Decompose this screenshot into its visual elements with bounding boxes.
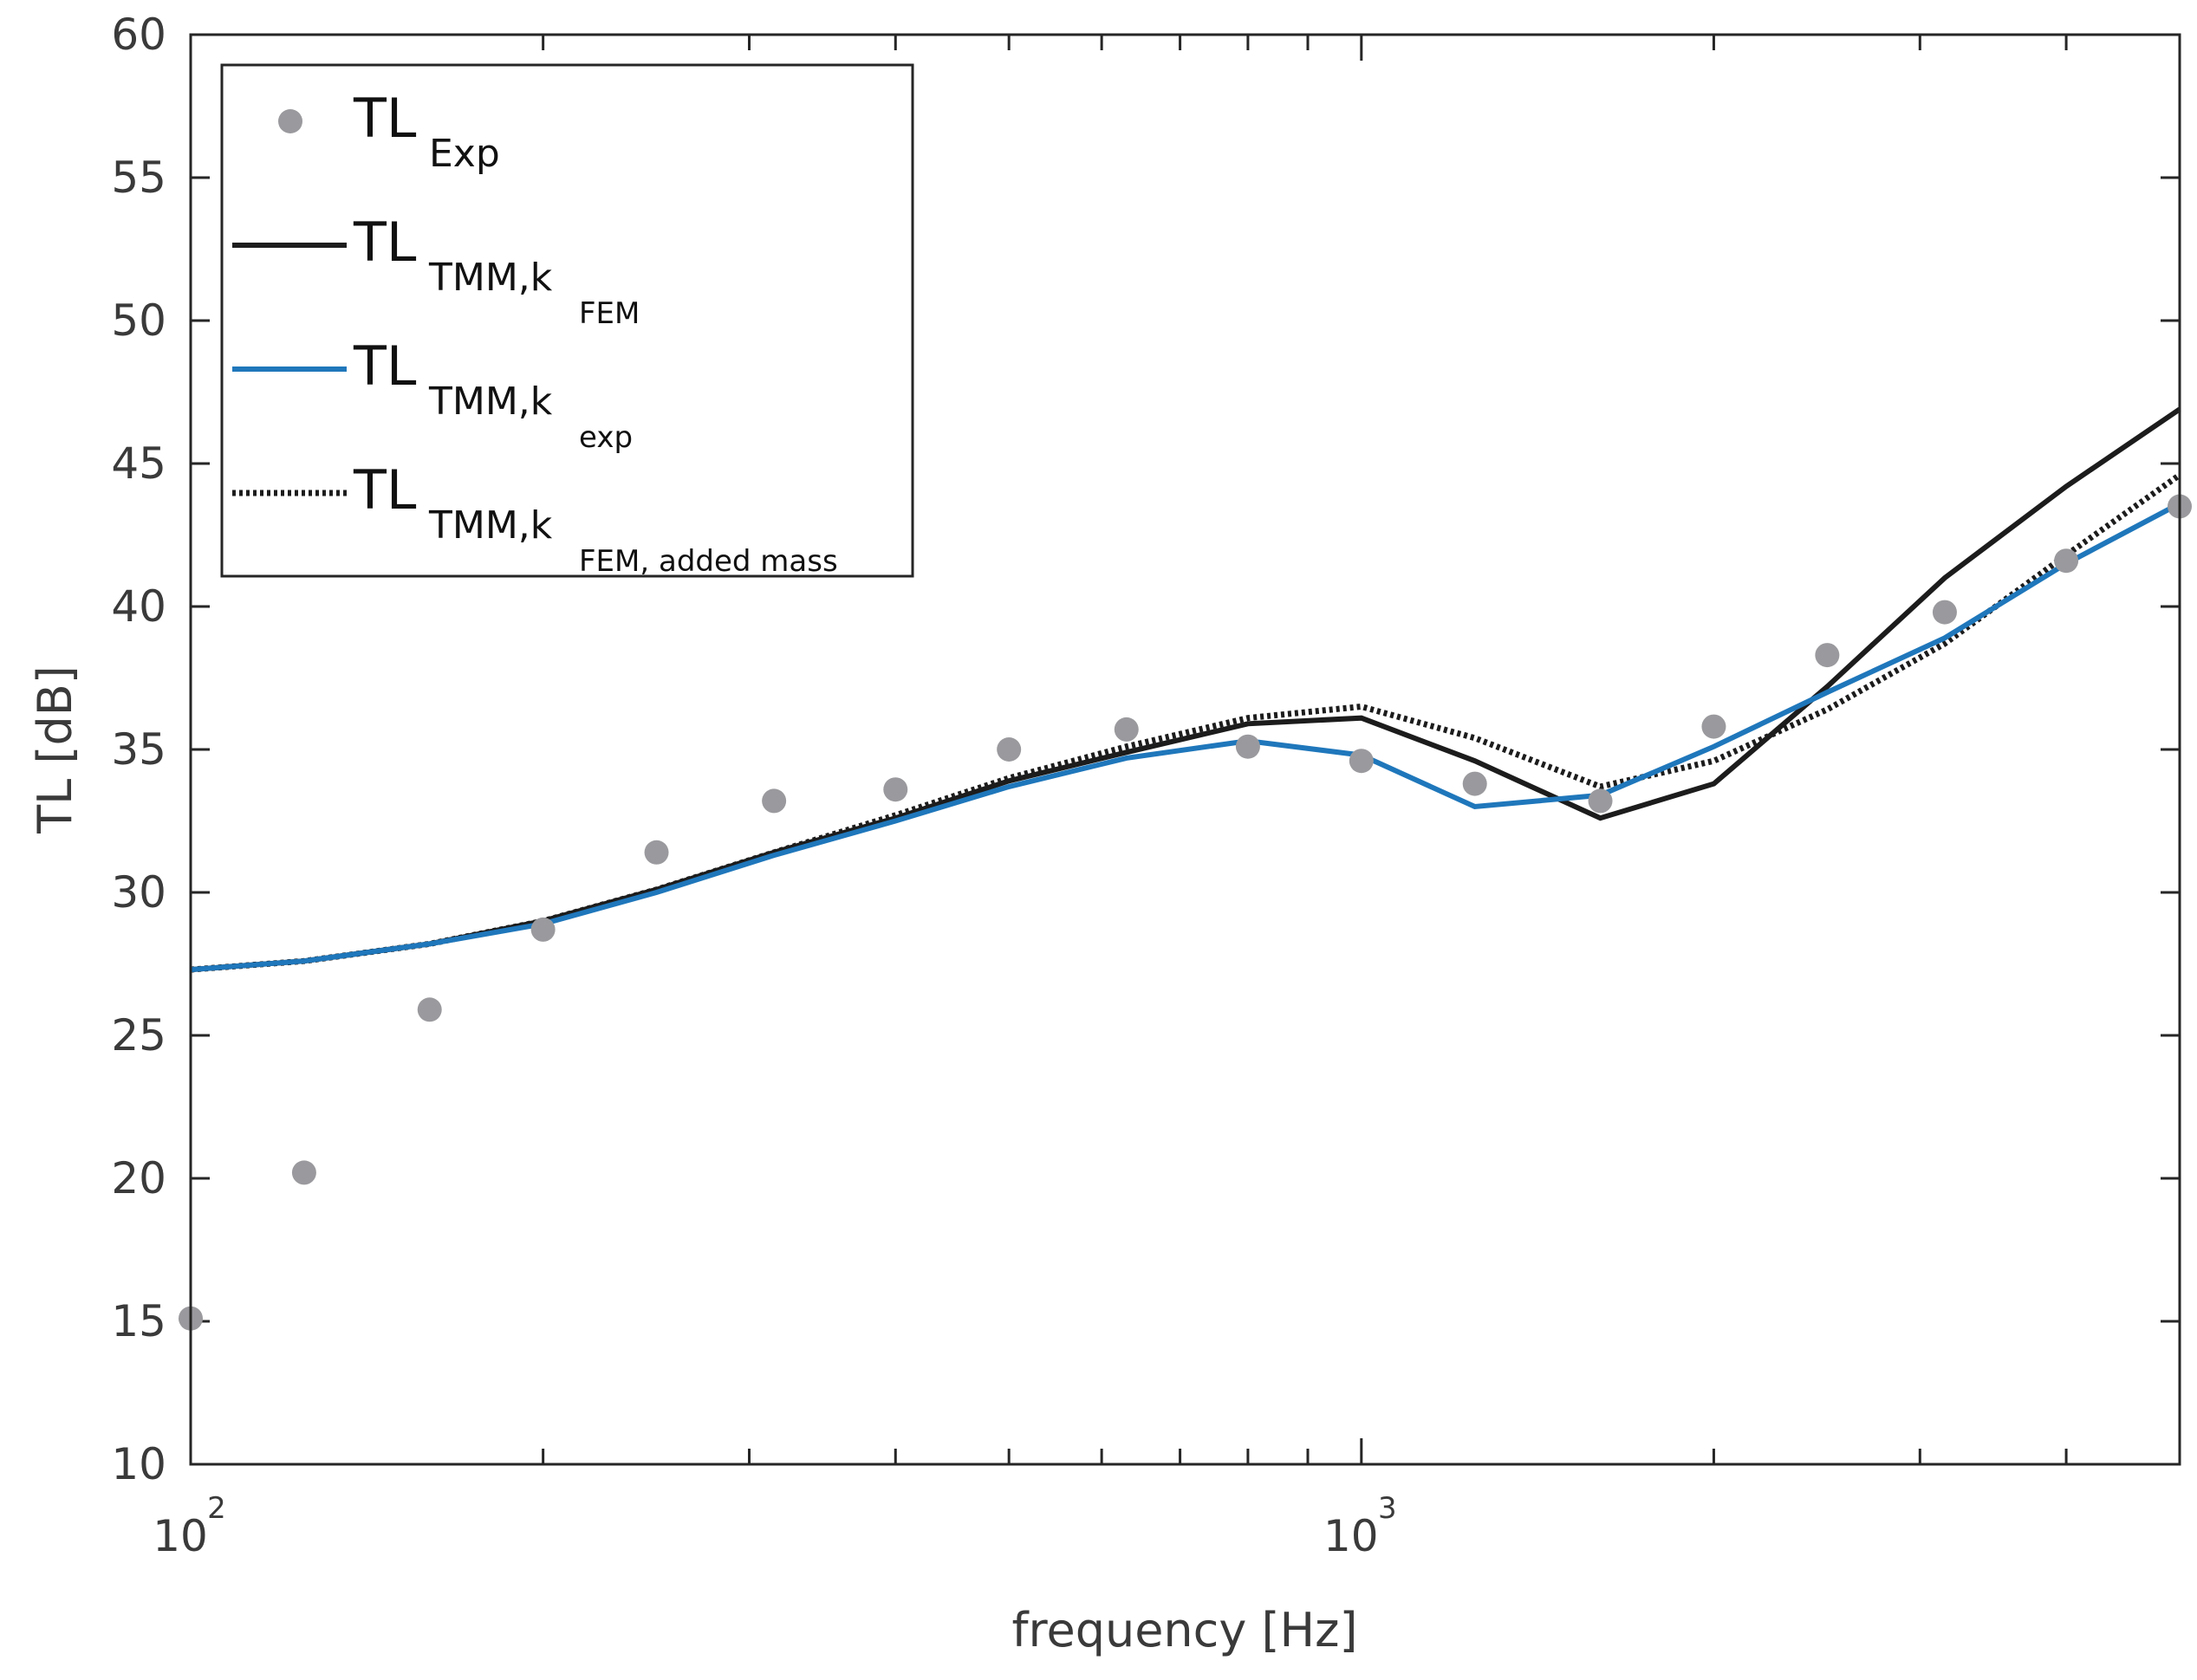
x-tick-exponent: 2 — [207, 1491, 226, 1526]
marker-tl-exp — [291, 1160, 316, 1185]
x-tick-label: 10 — [1323, 1511, 1379, 1561]
marker-tl-exp — [997, 737, 1022, 762]
legend-sub-subscript: FEM — [579, 296, 640, 331]
marker-tl-exp — [1462, 771, 1487, 796]
y-tick-label: 20 — [111, 1153, 166, 1203]
marker-tl-exp — [762, 788, 787, 814]
x-tick-exponent: 3 — [1378, 1491, 1397, 1526]
legend-subscript: TMM,k — [428, 256, 553, 300]
x-tick-label: 10 — [153, 1511, 208, 1561]
legend-subscript: Exp — [429, 132, 500, 176]
y-tick-label: 55 — [111, 152, 166, 203]
series-line-3 — [190, 472, 2182, 973]
y-tick-label: 40 — [111, 581, 166, 632]
legend-subscript: TMM,k — [428, 503, 553, 548]
marker-tl-exp — [883, 777, 908, 802]
legend-label: TL — [353, 211, 417, 274]
legend-sub-subscript: exp — [579, 420, 633, 455]
marker-tl-exp — [1932, 600, 1957, 625]
marker-tl-exp — [1114, 717, 1139, 742]
y-tick-label: 60 — [111, 10, 166, 60]
x-axis-title: frequency [Hz] — [1011, 1603, 1357, 1657]
legend-label: TL — [353, 87, 417, 150]
y-tick-label: 50 — [111, 295, 166, 346]
y-tick-label: 10 — [111, 1439, 166, 1489]
y-tick-label: 35 — [111, 724, 166, 775]
y-tick-label: 45 — [111, 438, 166, 489]
marker-tl-exp — [1235, 734, 1260, 759]
legend-box — [220, 63, 914, 578]
series-layer — [179, 406, 2192, 1331]
marker-tl-exp — [417, 997, 442, 1022]
marker-tl-exp — [1815, 643, 1840, 668]
plot-frame — [189, 33, 2181, 1466]
y-tick-label: 30 — [111, 867, 166, 918]
legend-subscript: TMM,k — [428, 379, 553, 424]
y-tick-label: 15 — [111, 1296, 166, 1346]
y-tick-label: 25 — [111, 1010, 166, 1061]
marker-tl-exp — [2054, 548, 2079, 574]
series-line-2 — [190, 501, 2181, 973]
legend-label: TL — [353, 458, 417, 522]
y-axis-title: TL [dB] — [28, 665, 82, 834]
marker-tl-exp — [644, 840, 669, 865]
legend-sub-subscript: FEM, added mass — [579, 544, 838, 579]
legend-marker — [278, 109, 302, 133]
marker-tl-exp — [1349, 749, 1374, 774]
marker-tl-exp — [1701, 714, 1726, 739]
marker-tl-exp — [530, 917, 556, 942]
legend-label: TL — [353, 334, 417, 398]
marker-tl-exp — [1588, 788, 1613, 814]
